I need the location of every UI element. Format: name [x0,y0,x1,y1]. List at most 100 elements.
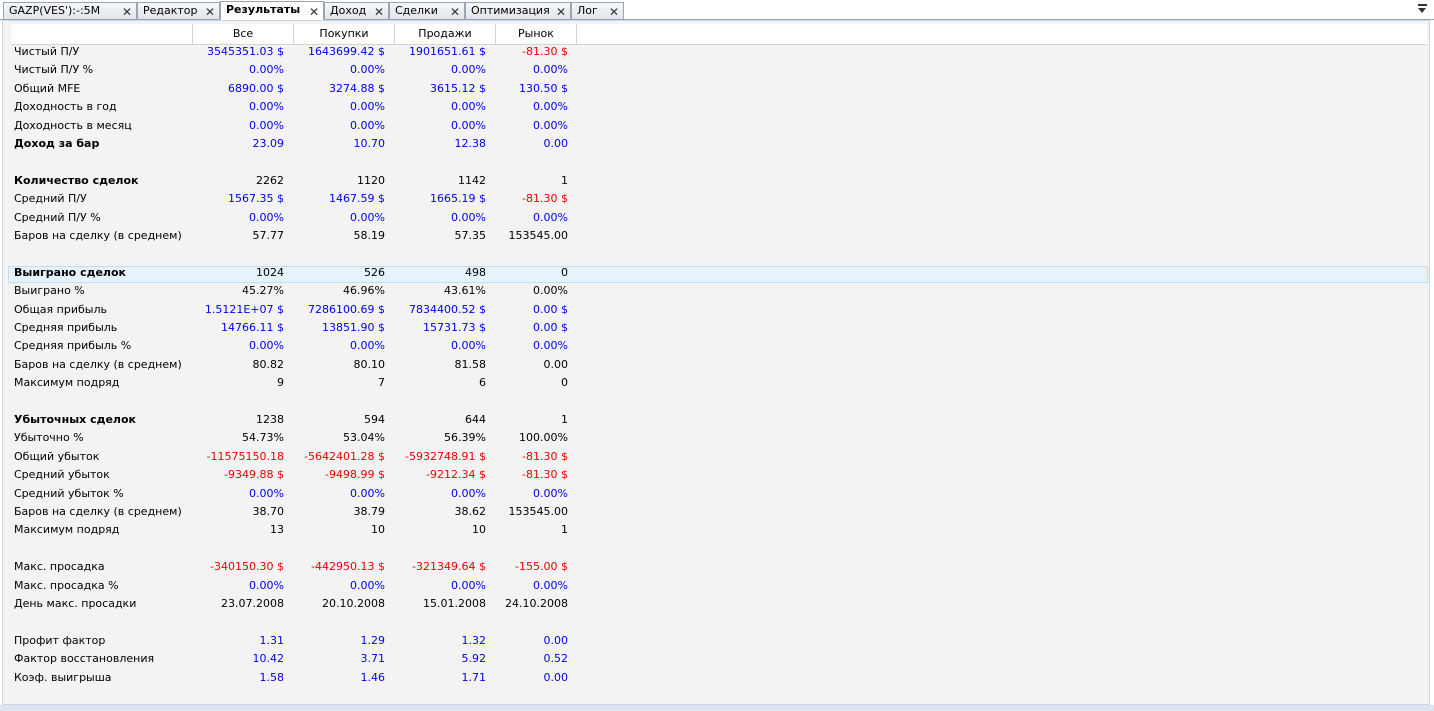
row-label: Доходность в месяц [14,118,132,132]
row-value-sells: -5932748.91 $ [405,449,486,463]
table-row[interactable]: Средний убыток % 0.00% 0.00% 0.00% 0.00% [14,485,574,503]
table-row[interactable]: Профит фактор 1.31 1.29 1.32 0.00 [14,632,574,650]
row-value-sells: 498 [465,265,486,279]
column-header-buys[interactable]: Покупки [293,24,394,44]
row-value-buys: 0.00% [350,63,385,77]
row-value-market: 0.00% [533,284,568,298]
tab-deals[interactable]: Сделки ✕ [389,2,465,19]
row-value-sells: -321349.64 $ [412,560,486,574]
row-label: Доход за бар [14,137,100,150]
table-row[interactable]: Максимум подряд 9 7 6 0 [14,374,574,392]
tab-income[interactable]: Доход ✕ [324,2,389,19]
row-value-all: 0.00% [249,486,284,500]
table-row[interactable]: Общая прибыль 1.5121E+07 $ 7286100.69 $ 783… [14,301,574,319]
close-icon[interactable]: ✕ [608,5,619,19]
row-value-market: 153545.00 [508,229,569,242]
row-label: Убыточно % [14,431,84,445]
row-value-buys: 1.29 [360,633,386,647]
table-row[interactable]: День макс. просадки 23.07.2008 20.10.2008 1… [14,595,574,613]
column-header-sells[interactable]: Продажи [394,24,495,44]
table-row[interactable]: Убыточных сделок 1238 594 644 1 [14,411,574,429]
table-row[interactable]: Баров на сделку (в среднем) 38.70 38.79 38.… [14,503,574,521]
row-value-buys: 58.19 [353,229,386,242]
row-value-all: 0.00% [249,339,284,353]
table-row[interactable]: Средняя прибыль % 0.00% 0.00% 0.00% 0.00% [14,337,574,355]
table-row[interactable]: Коэф. выигрыша 1.58 1.46 1.71 0.00 [14,669,574,687]
row-value-buys: 0.00% [350,339,385,353]
table-row[interactable]: Общий убыток -11575150.18 -5642401.28 $ -59… [14,448,574,466]
row-label: Баров на сделку (в среднем) [14,357,182,371]
row-value-market: 153545.00 [508,505,569,518]
row-value-buys: -442950.13 $ [311,560,385,574]
close-icon[interactable]: ✕ [555,5,566,19]
row-value-sells: 0.00% [451,486,486,500]
table-row[interactable]: Убыточно % 54.73% 53.04% 56.39% 100.00% [14,429,574,447]
row-value-buys: 13851.90 $ [322,321,385,334]
table-row[interactable]: Доход за бар 23.09 10.70 12.38 0.00 [14,135,574,153]
row-value-buys: 38.79 [353,505,386,518]
row-label: Количество сделок [14,173,139,187]
row-value-sells: 12.38 [454,137,487,150]
row-value-all: 9 [277,376,284,390]
table-row[interactable]: Чистый П/У % 0.00% 0.00% 0.00% 0.00% [14,61,574,79]
row-value-all: 2262 [256,173,284,187]
table-row[interactable]: Количество сделок 2262 1120 1142 1 [14,172,574,190]
row-value-buys: 80.10 [353,357,386,371]
tab-list-dropdown-icon[interactable] [1418,3,1428,15]
row-label: День макс. просадки [14,597,137,610]
selected-row-highlight[interactable] [8,266,1428,283]
table-row[interactable]: Баров на сделку (в среднем) 80.82 80.10 81.… [14,356,574,374]
close-icon[interactable]: ✕ [373,5,384,19]
table-row[interactable]: Средний убыток -9349.88 $ -9498.99 $ -9212.… [14,466,574,484]
table-row[interactable]: Баров на сделку (в среднем) 57.77 58.19 57.… [14,227,574,245]
tab-optimization[interactable]: Оптимизация ✕ [465,2,571,19]
row-value-all: 6890.00 $ [228,81,284,95]
table-row[interactable]: Выиграно сделок 1024 526 498 0 [14,264,574,282]
table-row[interactable]: Макс. просадка % 0.00% 0.00% 0.00% 0.00% [14,577,574,595]
table-row[interactable]: Доходность в месяц 0.00% 0.00% 0.00% 0.00% [14,117,574,135]
column-header-market[interactable]: Рынок [495,24,577,44]
table-header: Все Покупки Продажи Рынок [11,24,1427,45]
column-header-all[interactable]: Все [192,24,293,44]
tab-chart[interactable]: GAZP(VES'):-:5M ✕ [3,2,137,19]
row-value-market: -155.00 $ [515,560,568,574]
table-row[interactable]: Доходность в год 0.00% 0.00% 0.00% 0.00% [14,98,574,116]
row-value-sells: 0.00% [451,63,486,77]
row-value-market: 130.50 $ [519,81,568,95]
row-value-market: 0.00% [533,63,568,77]
tab-log[interactable]: Лог ✕ [571,2,624,19]
close-icon[interactable]: ✕ [121,5,132,19]
row-value-all: 13 [270,523,284,537]
table-row[interactable]: Средний П/У 1567.35 $ 1467.59 $ 1665.19 $ -8… [14,190,574,208]
row-value-all: 80.82 [252,357,285,371]
row-value-buys: 7 [378,376,385,390]
table-row[interactable]: Средняя прибыль 14766.11 $ 13851.90 $ 15731… [14,319,574,337]
row-value-all: 23.09 [252,137,285,150]
tab-label: Редактор [143,4,198,17]
table-row[interactable]: Чистый П/У 3545351.03 $ 1643699.42 $ 190165… [14,43,574,61]
table-row[interactable]: Макс. просадка -340150.30 $ -442950.13 $ -3… [14,558,574,576]
row-value-sells: 0.00% [451,339,486,353]
row-value-market: 0.00 [543,137,569,150]
row-value-buys: 10.70 [353,137,386,150]
table-row[interactable]: Выиграно % 45.27% 46.96% 43.61% 0.00% [14,282,574,300]
row-label: Общий убыток [14,449,100,463]
table-row[interactable]: Общий MFE 6890.00 $ 3274.88 $ 3615.12 $ 130.… [14,80,574,98]
table-row[interactable]: Максимум подряд 13 10 10 1 [14,521,574,539]
close-icon[interactable]: ✕ [449,5,460,19]
close-icon[interactable]: ✕ [308,5,319,19]
row-label: Общая прибыль [14,302,107,316]
row-value-all: 1024 [256,265,284,279]
row-value-all: 0.00% [249,100,284,114]
tab-editor[interactable]: Редактор ✕ [137,2,220,19]
row-value-market: 0 [561,265,568,279]
row-value-buys: 3.71 [360,652,386,666]
table-row[interactable]: Средний П/У % 0.00% 0.00% 0.00% 0.00% [14,209,574,227]
table-row[interactable]: Фактор восстановления 10.42 3.71 5.92 0.52 [14,650,574,668]
row-value-all: 1567.35 $ [228,192,284,206]
tab-results[interactable]: Результаты ✕ [220,1,324,20]
close-icon[interactable]: ✕ [204,5,215,19]
row-label: Убыточных сделок [14,413,137,426]
row-label: Доходность в год [14,100,117,114]
row-value-market: 0.00 $ [533,321,568,334]
